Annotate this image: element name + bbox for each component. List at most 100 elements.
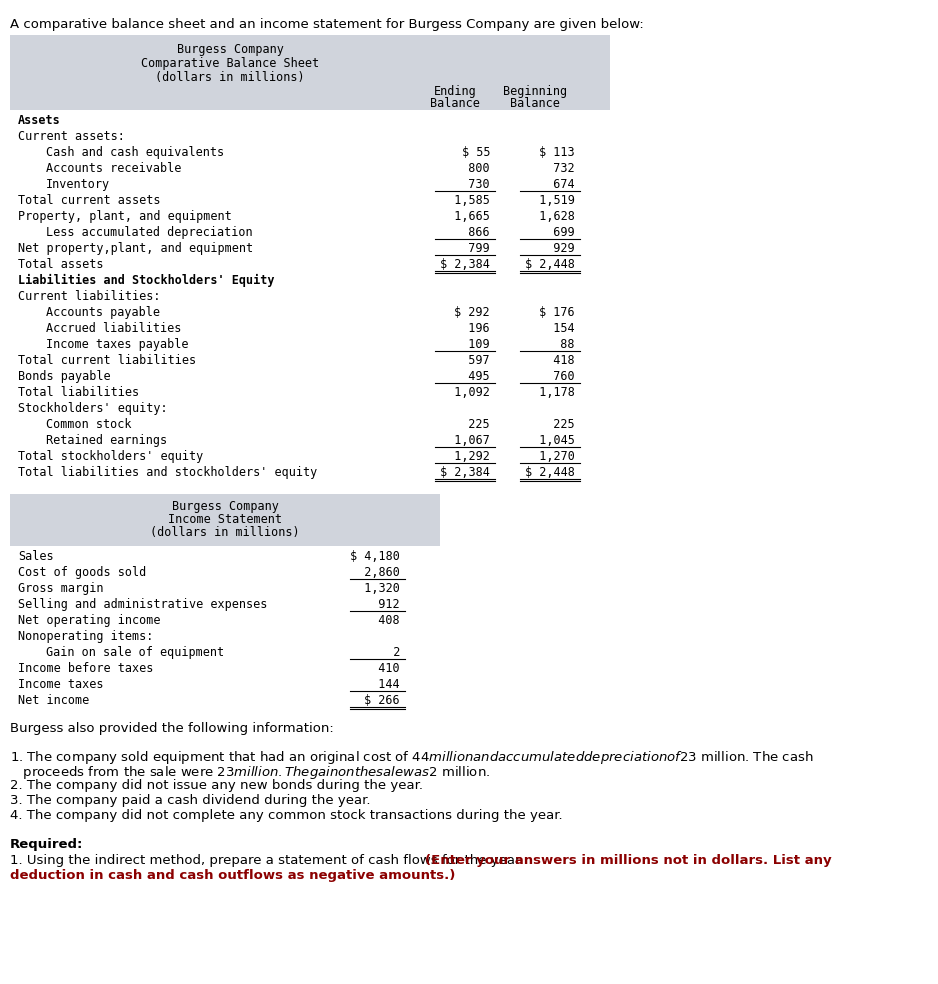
Bar (10, 35, 610, 110)
Text: 495: 495 (454, 370, 490, 383)
Text: 3. The company paid a cash dividend during the year.: 3. The company paid a cash dividend duri… (10, 794, 371, 807)
Text: $ 4,180: $ 4,180 (350, 550, 400, 563)
Text: 760: 760 (539, 370, 575, 383)
Text: 1,178: 1,178 (525, 386, 575, 399)
Text: 732: 732 (539, 162, 575, 175)
Text: 2. The company did not issue any new bonds during the year.: 2. The company did not issue any new bon… (10, 779, 423, 792)
Text: Total liabilities: Total liabilities (18, 386, 139, 399)
Text: 225: 225 (454, 418, 490, 431)
Text: $ 266: $ 266 (364, 694, 400, 707)
Text: Cash and cash equivalents: Cash and cash equivalents (46, 146, 224, 159)
Text: Income taxes: Income taxes (18, 678, 103, 691)
Text: Total assets: Total assets (18, 258, 103, 271)
Text: deduction in cash and cash outflows as negative amounts.): deduction in cash and cash outflows as n… (10, 869, 455, 883)
Text: (dollars in millions): (dollars in millions) (150, 526, 300, 539)
Text: 88: 88 (547, 338, 575, 351)
Text: Total current liabilities: Total current liabilities (18, 354, 196, 367)
Text: 196: 196 (454, 322, 490, 335)
Text: 912: 912 (364, 598, 400, 611)
Text: 800: 800 (454, 162, 490, 175)
Text: 2,860: 2,860 (350, 566, 400, 579)
Text: 1,320: 1,320 (350, 582, 400, 595)
Text: 1,519: 1,519 (525, 194, 575, 207)
Text: 1,045: 1,045 (525, 434, 575, 447)
Text: Inventory: Inventory (46, 178, 110, 191)
Text: 144: 144 (364, 678, 400, 691)
Text: 109: 109 (454, 338, 490, 351)
Text: Property, plant, and equipment: Property, plant, and equipment (18, 210, 232, 223)
Text: A comparative balance sheet and an income statement for Burgess Company are give: A comparative balance sheet and an incom… (10, 18, 643, 31)
Text: 597: 597 (454, 354, 490, 367)
Text: Income Statement: Income Statement (168, 513, 282, 526)
Text: Gross margin: Gross margin (18, 582, 103, 595)
Text: Income taxes payable: Income taxes payable (46, 338, 189, 351)
Text: 418: 418 (539, 354, 575, 367)
Text: Liabilities and Stockholders' Equity: Liabilities and Stockholders' Equity (18, 274, 275, 287)
Text: Total stockholders' equity: Total stockholders' equity (18, 450, 204, 463)
Text: $ 176: $ 176 (539, 306, 575, 319)
Text: 1,292: 1,292 (440, 450, 490, 463)
Text: 1,270: 1,270 (525, 450, 575, 463)
Text: Ending: Ending (433, 85, 477, 98)
Text: Retained earnings: Retained earnings (46, 434, 167, 447)
Text: 1,092: 1,092 (440, 386, 490, 399)
Text: 929: 929 (539, 242, 575, 255)
Text: Income before taxes: Income before taxes (18, 662, 154, 675)
Text: $ 2,384: $ 2,384 (440, 258, 490, 271)
Text: Sales: Sales (18, 550, 53, 563)
Text: $ 55: $ 55 (461, 146, 490, 159)
Text: Beginning: Beginning (503, 85, 567, 98)
Text: $ 113: $ 113 (539, 146, 575, 159)
Text: Gain on sale of equipment: Gain on sale of equipment (46, 646, 224, 659)
Text: Net income: Net income (18, 694, 89, 707)
Text: Balance: Balance (510, 97, 560, 110)
Text: Required:: Required: (10, 838, 83, 851)
Text: Total liabilities and stockholders' equity: Total liabilities and stockholders' equi… (18, 466, 317, 479)
Text: 225: 225 (539, 418, 575, 431)
Text: Current assets:: Current assets: (18, 130, 125, 143)
Text: 1. Using the indirect method, prepare a statement of cash flows for the year.: 1. Using the indirect method, prepare a … (10, 854, 527, 867)
Text: 699: 699 (539, 226, 575, 239)
Text: $ 2,384: $ 2,384 (440, 466, 490, 479)
Text: $ 292: $ 292 (454, 306, 490, 319)
Text: Burgess also provided the following information:: Burgess also provided the following info… (10, 722, 334, 735)
Text: 1,067: 1,067 (440, 434, 490, 447)
Text: Net property,plant, and equipment: Net property,plant, and equipment (18, 242, 253, 255)
Text: 4. The company did not complete any common stock transactions during the year.: 4. The company did not complete any comm… (10, 810, 563, 823)
Text: 1,665: 1,665 (440, 210, 490, 223)
Text: $ 2,448: $ 2,448 (525, 258, 575, 271)
Text: Stockholders' equity:: Stockholders' equity: (18, 402, 168, 415)
Text: 674: 674 (539, 178, 575, 191)
Text: Current liabilities:: Current liabilities: (18, 290, 160, 303)
Text: Balance: Balance (430, 97, 480, 110)
Text: $ 2,448: $ 2,448 (525, 466, 575, 479)
Text: Comparative Balance Sheet: Comparative Balance Sheet (141, 57, 319, 70)
Bar (10, 494, 440, 546)
Text: Burgess Company: Burgess Company (172, 500, 279, 513)
Text: Selling and administrative expenses: Selling and administrative expenses (18, 598, 267, 611)
Text: Accounts payable: Accounts payable (46, 306, 160, 319)
Text: Less accumulated depreciation: Less accumulated depreciation (46, 226, 252, 239)
Text: Total current assets: Total current assets (18, 194, 160, 207)
Text: Burgess Company: Burgess Company (176, 43, 283, 56)
Text: (Enter your answers in millions not in dollars. List any: (Enter your answers in millions not in d… (425, 854, 832, 867)
Text: Nonoperating items:: Nonoperating items: (18, 630, 154, 643)
Text: Cost of goods sold: Cost of goods sold (18, 566, 146, 579)
Text: 410: 410 (364, 662, 400, 675)
Text: Accrued liabilities: Accrued liabilities (46, 322, 181, 335)
Text: 799: 799 (454, 242, 490, 255)
Text: Accounts receivable: Accounts receivable (46, 162, 181, 175)
Text: Bonds payable: Bonds payable (18, 370, 111, 383)
Text: 154: 154 (539, 322, 575, 335)
Text: proceeds from the sale were $23 million. The gain on the sale was $2 million.: proceeds from the sale were $23 million.… (10, 764, 491, 780)
Text: Net operating income: Net operating income (18, 614, 160, 627)
Text: 1,628: 1,628 (525, 210, 575, 223)
Text: Common stock: Common stock (46, 418, 131, 431)
Text: (dollars in millions): (dollars in millions) (155, 71, 305, 84)
Text: Assets: Assets (18, 114, 61, 127)
Text: 408: 408 (364, 614, 400, 627)
Text: 2: 2 (379, 646, 400, 659)
Text: 730: 730 (454, 178, 490, 191)
Text: 1. The company sold equipment that had an original cost of $44 million and accum: 1. The company sold equipment that had a… (10, 749, 813, 766)
Text: 1,585: 1,585 (440, 194, 490, 207)
